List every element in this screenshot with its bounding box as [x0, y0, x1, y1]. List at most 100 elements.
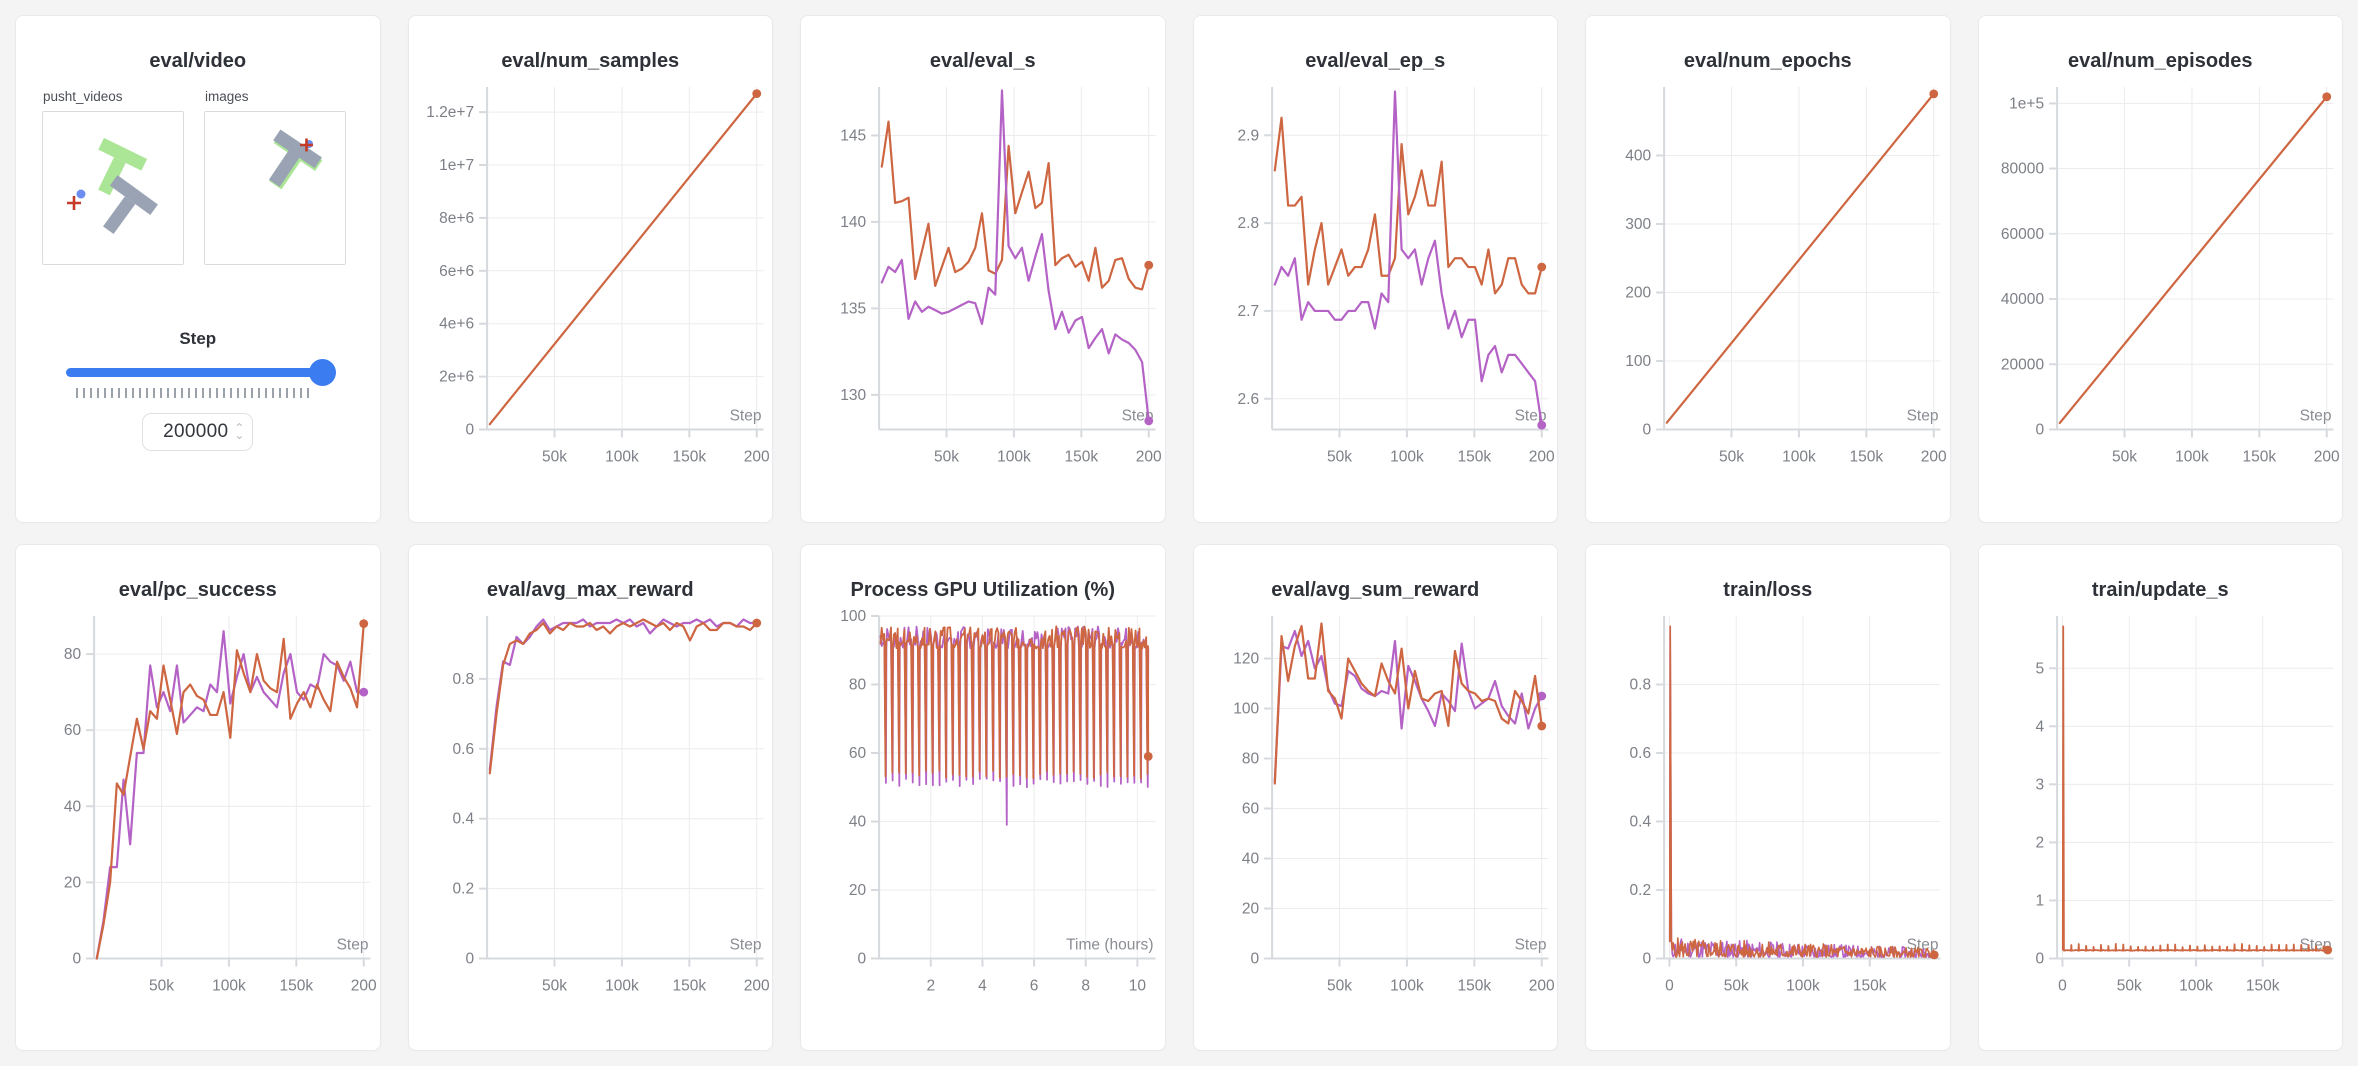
media-thumbnails: pusht_videos [42, 89, 354, 265]
svg-text:1: 1 [2035, 892, 2044, 909]
stepper-down-icon[interactable]: ⌄ [234, 428, 245, 442]
svg-text:135: 135 [840, 300, 866, 317]
svg-text:50k: 50k [2116, 977, 2141, 994]
svg-text:100k: 100k [1390, 449, 1424, 466]
chart-plot[interactable]: 50k 100k 150k 200 0 0.2 0.4 0.6 0.8 Step [409, 606, 773, 1051]
purple-series-end-dot [359, 687, 369, 697]
chart-panel-eval-avg-max-reward[interactable]: eval/avg_max_reward 50k 100k 150k 200 0 0.2 0.4… [407, 543, 773, 1051]
svg-text:0.2: 0.2 [1630, 881, 1652, 898]
svg-text:150k: 150k [280, 977, 314, 994]
svg-text:20: 20 [1241, 900, 1259, 917]
chart-panel-eval-num-epochs[interactable]: eval/num_epochs 50k 100k 150k 200 0 100 200 300 4… [1585, 15, 1951, 523]
svg-text:2.8: 2.8 [1237, 215, 1259, 232]
chart-panel-eval-pc-success[interactable]: eval/pc_success 50k 100k 150k 200 0 20 40 60 80 St… [15, 543, 381, 1051]
svg-text:6e+6: 6e+6 [439, 263, 474, 280]
svg-text:50k: 50k [1327, 449, 1352, 466]
svg-text:0: 0 [1642, 950, 1651, 967]
stepper: ⌃ ⌄ [234, 421, 245, 442]
slider-track[interactable] [66, 359, 336, 386]
chart-title: eval/eval_ep_s [1305, 50, 1446, 72]
chart-plot[interactable]: 50k 100k 150k 200 0 20000 40000 60000 80000 1e+5 S… [1979, 77, 2343, 522]
purple-series-line [1668, 625, 1936, 958]
step-value[interactable]: 200000 [163, 421, 229, 442]
svg-text:0.6: 0.6 [452, 740, 474, 757]
svg-text:0: 0 [465, 421, 474, 438]
svg-text:100k: 100k [997, 449, 1031, 466]
images-thumbnail[interactable] [204, 111, 346, 265]
chart-plot[interactable]: 50k 100k 150k 200 2.6 2.7 2.8 2.9 Step [1194, 77, 1558, 522]
svg-text:4: 4 [2035, 718, 2044, 735]
svg-text:200: 200 [1528, 449, 1554, 466]
svg-text:100k: 100k [2179, 977, 2213, 994]
svg-text:50k: 50k [934, 449, 959, 466]
chart-panel-eval-eval-s[interactable]: eval/eval_s 50k 100k 150k 200 130 135 140 145 Ste… [800, 15, 1166, 523]
slider-thumb[interactable] [308, 359, 336, 386]
svg-text:120: 120 [1233, 650, 1259, 667]
svg-text:100k: 100k [1390, 977, 1424, 994]
orange-series-end-dot [751, 89, 761, 99]
svg-text:60: 60 [849, 745, 867, 762]
svg-text:2.7: 2.7 [1237, 303, 1259, 320]
svg-text:0.4: 0.4 [1630, 813, 1652, 830]
chart-panel-eval-num-episodes[interactable]: eval/num_episodes 50k 100k 150k 200 0 20000 400… [1977, 15, 2343, 523]
chart-plot[interactable]: 50k 100k 150k 200 0 2e+6 4e+6 6e+6 8e+6 1e+7 1.2e+… [409, 77, 773, 522]
svg-text:Step: Step [729, 936, 761, 953]
svg-text:40000: 40000 [2000, 291, 2044, 308]
svg-text:50k: 50k [1724, 977, 1749, 994]
svg-text:50k: 50k [149, 977, 174, 994]
svg-text:0.4: 0.4 [452, 810, 474, 827]
svg-text:300: 300 [1625, 216, 1651, 233]
orange-series-line [488, 617, 758, 774]
svg-text:0: 0 [465, 950, 474, 967]
svg-text:100k: 100k [212, 977, 246, 994]
chart-panel-eval-num-samples[interactable]: eval/num_samples 50k 100k 150k 200 0 2e+6 4e+6 6… [407, 15, 773, 523]
agent-dot [76, 189, 86, 199]
svg-text:4: 4 [978, 977, 987, 994]
step-slider[interactable] [66, 359, 336, 387]
orange-series-line [1273, 116, 1543, 295]
svg-text:20: 20 [849, 881, 867, 898]
svg-text:200: 200 [1625, 285, 1651, 302]
chart-panel-eval-eval-ep-s[interactable]: eval/eval_ep_s 50k 100k 150k 200 2.6 2.7 2.8 2.9… [1192, 15, 1558, 523]
svg-text:140: 140 [840, 214, 866, 231]
chart-title: eval/num_samples [501, 50, 680, 72]
svg-text:0: 0 [72, 950, 81, 967]
step-slider-title: Step [179, 329, 217, 348]
block-t-shape [103, 175, 158, 235]
thumb-label-pusht-videos: pusht_videos [43, 89, 123, 104]
orange-series-line [1665, 92, 1935, 424]
svg-text:200: 200 [743, 977, 769, 994]
step-value-input[interactable]: 200000 ⌃ ⌄ [142, 413, 254, 451]
svg-text:6: 6 [1030, 977, 1039, 994]
chart-panel-train-update-s[interactable]: train/update_s 0 50k 100k 150k 0 1 2 3 4 5 Step [1977, 543, 2343, 1051]
chart-panel-eval-avg-sum-reward[interactable]: eval/avg_sum_reward 50k 100k 150k 200 0 20 40 60… [1192, 543, 1558, 1051]
chart-plot[interactable]: 50k 100k 150k 200 0 100 200 300 400 Step [1586, 77, 1950, 522]
svg-text:0: 0 [1642, 421, 1651, 438]
svg-text:1e+7: 1e+7 [439, 157, 474, 174]
svg-text:100k: 100k [605, 977, 639, 994]
svg-text:0: 0 [2058, 977, 2067, 994]
slider-tick-ruler [76, 388, 314, 398]
orange-series-line [2058, 95, 2328, 425]
stepper-up-icon[interactable]: ⌃ [234, 421, 245, 435]
orange-series-end-dot [1144, 260, 1154, 270]
orange-series-end-dot [1536, 262, 1546, 272]
chart-plot[interactable]: 50k 100k 150k 200 0 20 40 60 80 Step [16, 606, 380, 1051]
chart-plot[interactable]: 50k 100k 150k 200 0 20 40 60 80 100 120 Step [1194, 606, 1558, 1051]
svg-text:150k: 150k [1853, 977, 1887, 994]
svg-text:2: 2 [926, 977, 935, 994]
pusht-video-thumbnail[interactable] [42, 111, 184, 265]
chart-panel-train-loss[interactable]: train/loss 0 50k 100k 150k 0 0.2 0.4 0.6 0.8 Step [1585, 543, 1951, 1051]
svg-text:4e+6: 4e+6 [439, 316, 474, 333]
svg-text:80: 80 [1241, 750, 1259, 767]
chart-panel-gpu-utilization[interactable]: Process GPU Utilization (%) 2 4 6 8 10 0 20 40 60… [800, 543, 1166, 1051]
svg-text:60: 60 [64, 722, 82, 739]
chart-title: eval/pc_success [118, 578, 277, 601]
orange-series-end-dot [359, 618, 369, 628]
svg-text:Step: Step [1514, 407, 1546, 424]
svg-text:50k: 50k [542, 977, 567, 994]
